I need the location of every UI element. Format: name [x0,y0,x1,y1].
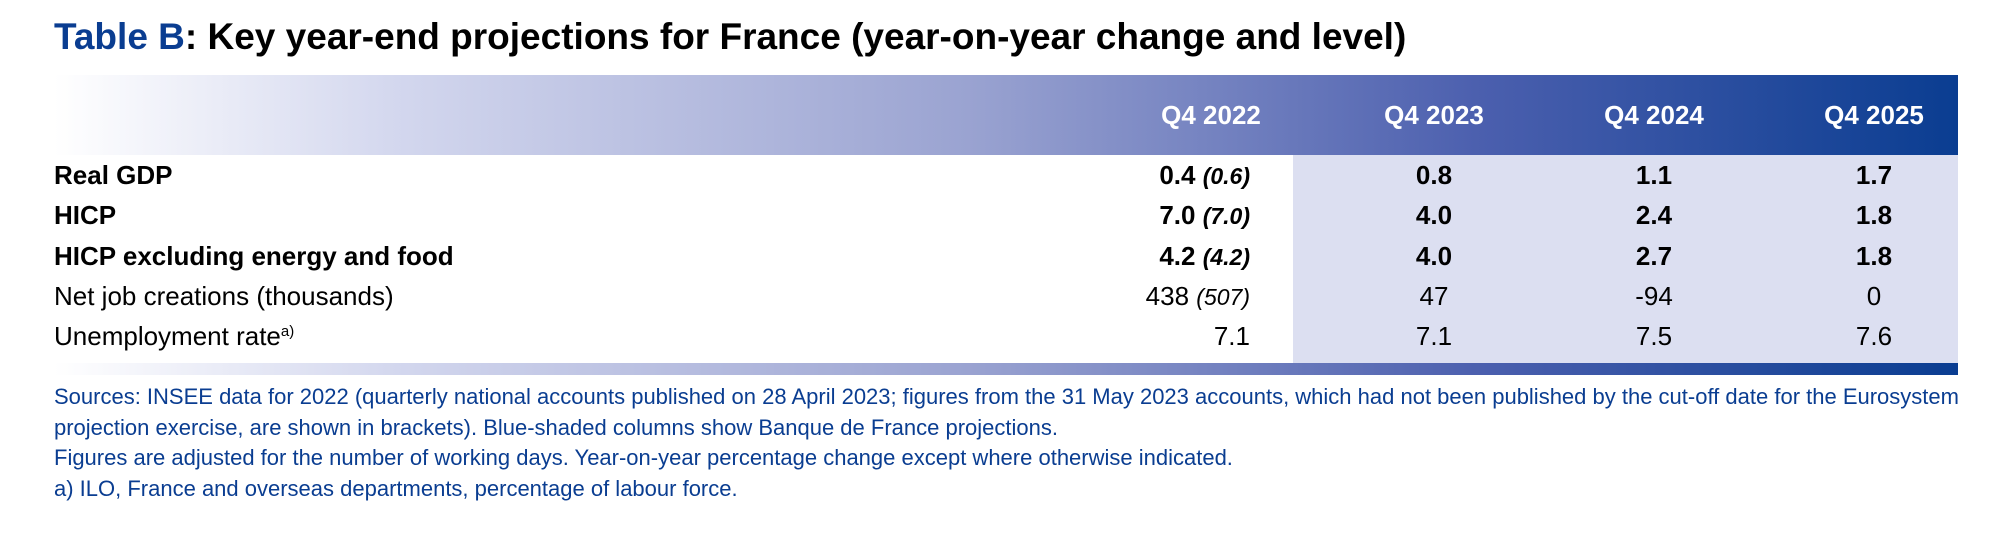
table-row: HICP 7.0 (7.0) 4.0 2.4 1.8 [54,195,1958,235]
cell-q4-2024: -94 [1635,281,1673,311]
cell-bracket-value: (507) [1196,284,1250,310]
cell-q4-2024: 2.7 [1635,241,1673,271]
cell-q4-2025: 1.8 [1855,241,1893,271]
table-header-row: Q4 2022 Q4 2023 Q4 2024 Q4 2025 [54,75,1958,155]
sources-note: Sources: INSEE data for 2022 (quarterly … [54,384,1959,440]
row-label: Real GDP [54,155,173,195]
column-header-q4-2025: Q4 2025 [1824,100,1924,130]
cell-q4-2023: 7.1 [1415,321,1453,351]
column-header-q4-2022: Q4 2022 [1161,100,1261,130]
table-bottom-bar [54,363,1958,375]
cell-q4-2022: 0.4 (0.6) [1054,155,1250,196]
row-footnote-marker: a) [280,323,295,340]
row-label: Net job creations (thousands) [54,276,394,316]
cell-q4-2025: 0 [1866,281,1882,311]
cell-q4-2024: 1.1 [1635,160,1673,190]
cell-value: 7.1 [1213,321,1250,351]
column-header-q4-2023: Q4 2023 [1384,100,1484,130]
cell-bracket-value: (4.2) [1202,244,1250,270]
cell-value: 438 [1145,281,1190,311]
cell-bracket-value: (0.6) [1202,163,1250,189]
footnote-a: a) ILO, France and overseas departments,… [54,475,738,501]
cell-q4-2023: 4.0 [1415,200,1453,230]
cell-q4-2022: 7.1 [1054,316,1250,356]
table-tag: Table B [54,16,185,57]
column-header-q4-2024: Q4 2024 [1604,100,1704,130]
cell-q4-2024: 7.5 [1635,321,1673,351]
cell-q4-2023: 0.8 [1415,160,1453,190]
cell-value: 0.4 [1159,160,1196,190]
cell-bracket-value: (7.0) [1202,203,1250,229]
cell-q4-2025: 1.8 [1855,200,1893,230]
cell-q4-2023: 4.0 [1415,241,1453,271]
cell-q4-2022: 4.2 (4.2) [1054,236,1250,277]
table-title: Table B: Key year-end projections for Fr… [54,16,1406,58]
cell-value: 7.0 [1159,200,1196,230]
table-row: Net job creations (thousands) 438 (507) 47… [54,276,1958,316]
table-row: Unemployment ratea) 7.1 7.1 7.5 7.6 [54,316,1958,356]
row-label-text: HICP [54,200,117,230]
cell-q4-2025: 7.6 [1855,321,1893,351]
cell-q4-2025: 1.7 [1855,160,1893,190]
table-row: HICP excluding energy and food 4.2 (4.2) 4… [54,236,1958,276]
cell-q4-2024: 2.4 [1635,200,1673,230]
table-body: Real GDP 0.4 (0.6) 0.8 1.1 1.7 HICP 7.0 (7.0) 4… [54,155,1958,363]
cell-q4-2022: 7.0 (7.0) [1054,195,1250,236]
table-notes: Sources: INSEE data for 2022 (quarterly … [54,382,1964,504]
table-title-text: : Key year-end projections for France (y… [184,16,1407,57]
row-label-text: HICP excluding energy and food [54,241,454,271]
projection-shade [1293,155,1958,363]
row-label-text: Real GDP [54,160,173,190]
row-label: HICP [54,195,116,235]
row-label-text: Unemployment rate [54,321,281,351]
row-label: Unemployment ratea) [54,316,294,356]
cell-q4-2022: 438 (507) [1054,276,1250,317]
row-label: HICP excluding energy and food [54,236,454,276]
cell-q4-2023: 47 [1419,281,1449,311]
adjustment-note: Figures are adjusted for the number of w… [54,445,1233,470]
table-row: Real GDP 0.4 (0.6) 0.8 1.1 1.7 [54,155,1958,195]
cell-value: 4.2 [1159,241,1196,271]
projections-table: Q4 2022 Q4 2023 Q4 2024 Q4 2025 Real GDP… [54,75,1958,375]
row-label-text: Net job creations (thousands) [54,281,394,311]
